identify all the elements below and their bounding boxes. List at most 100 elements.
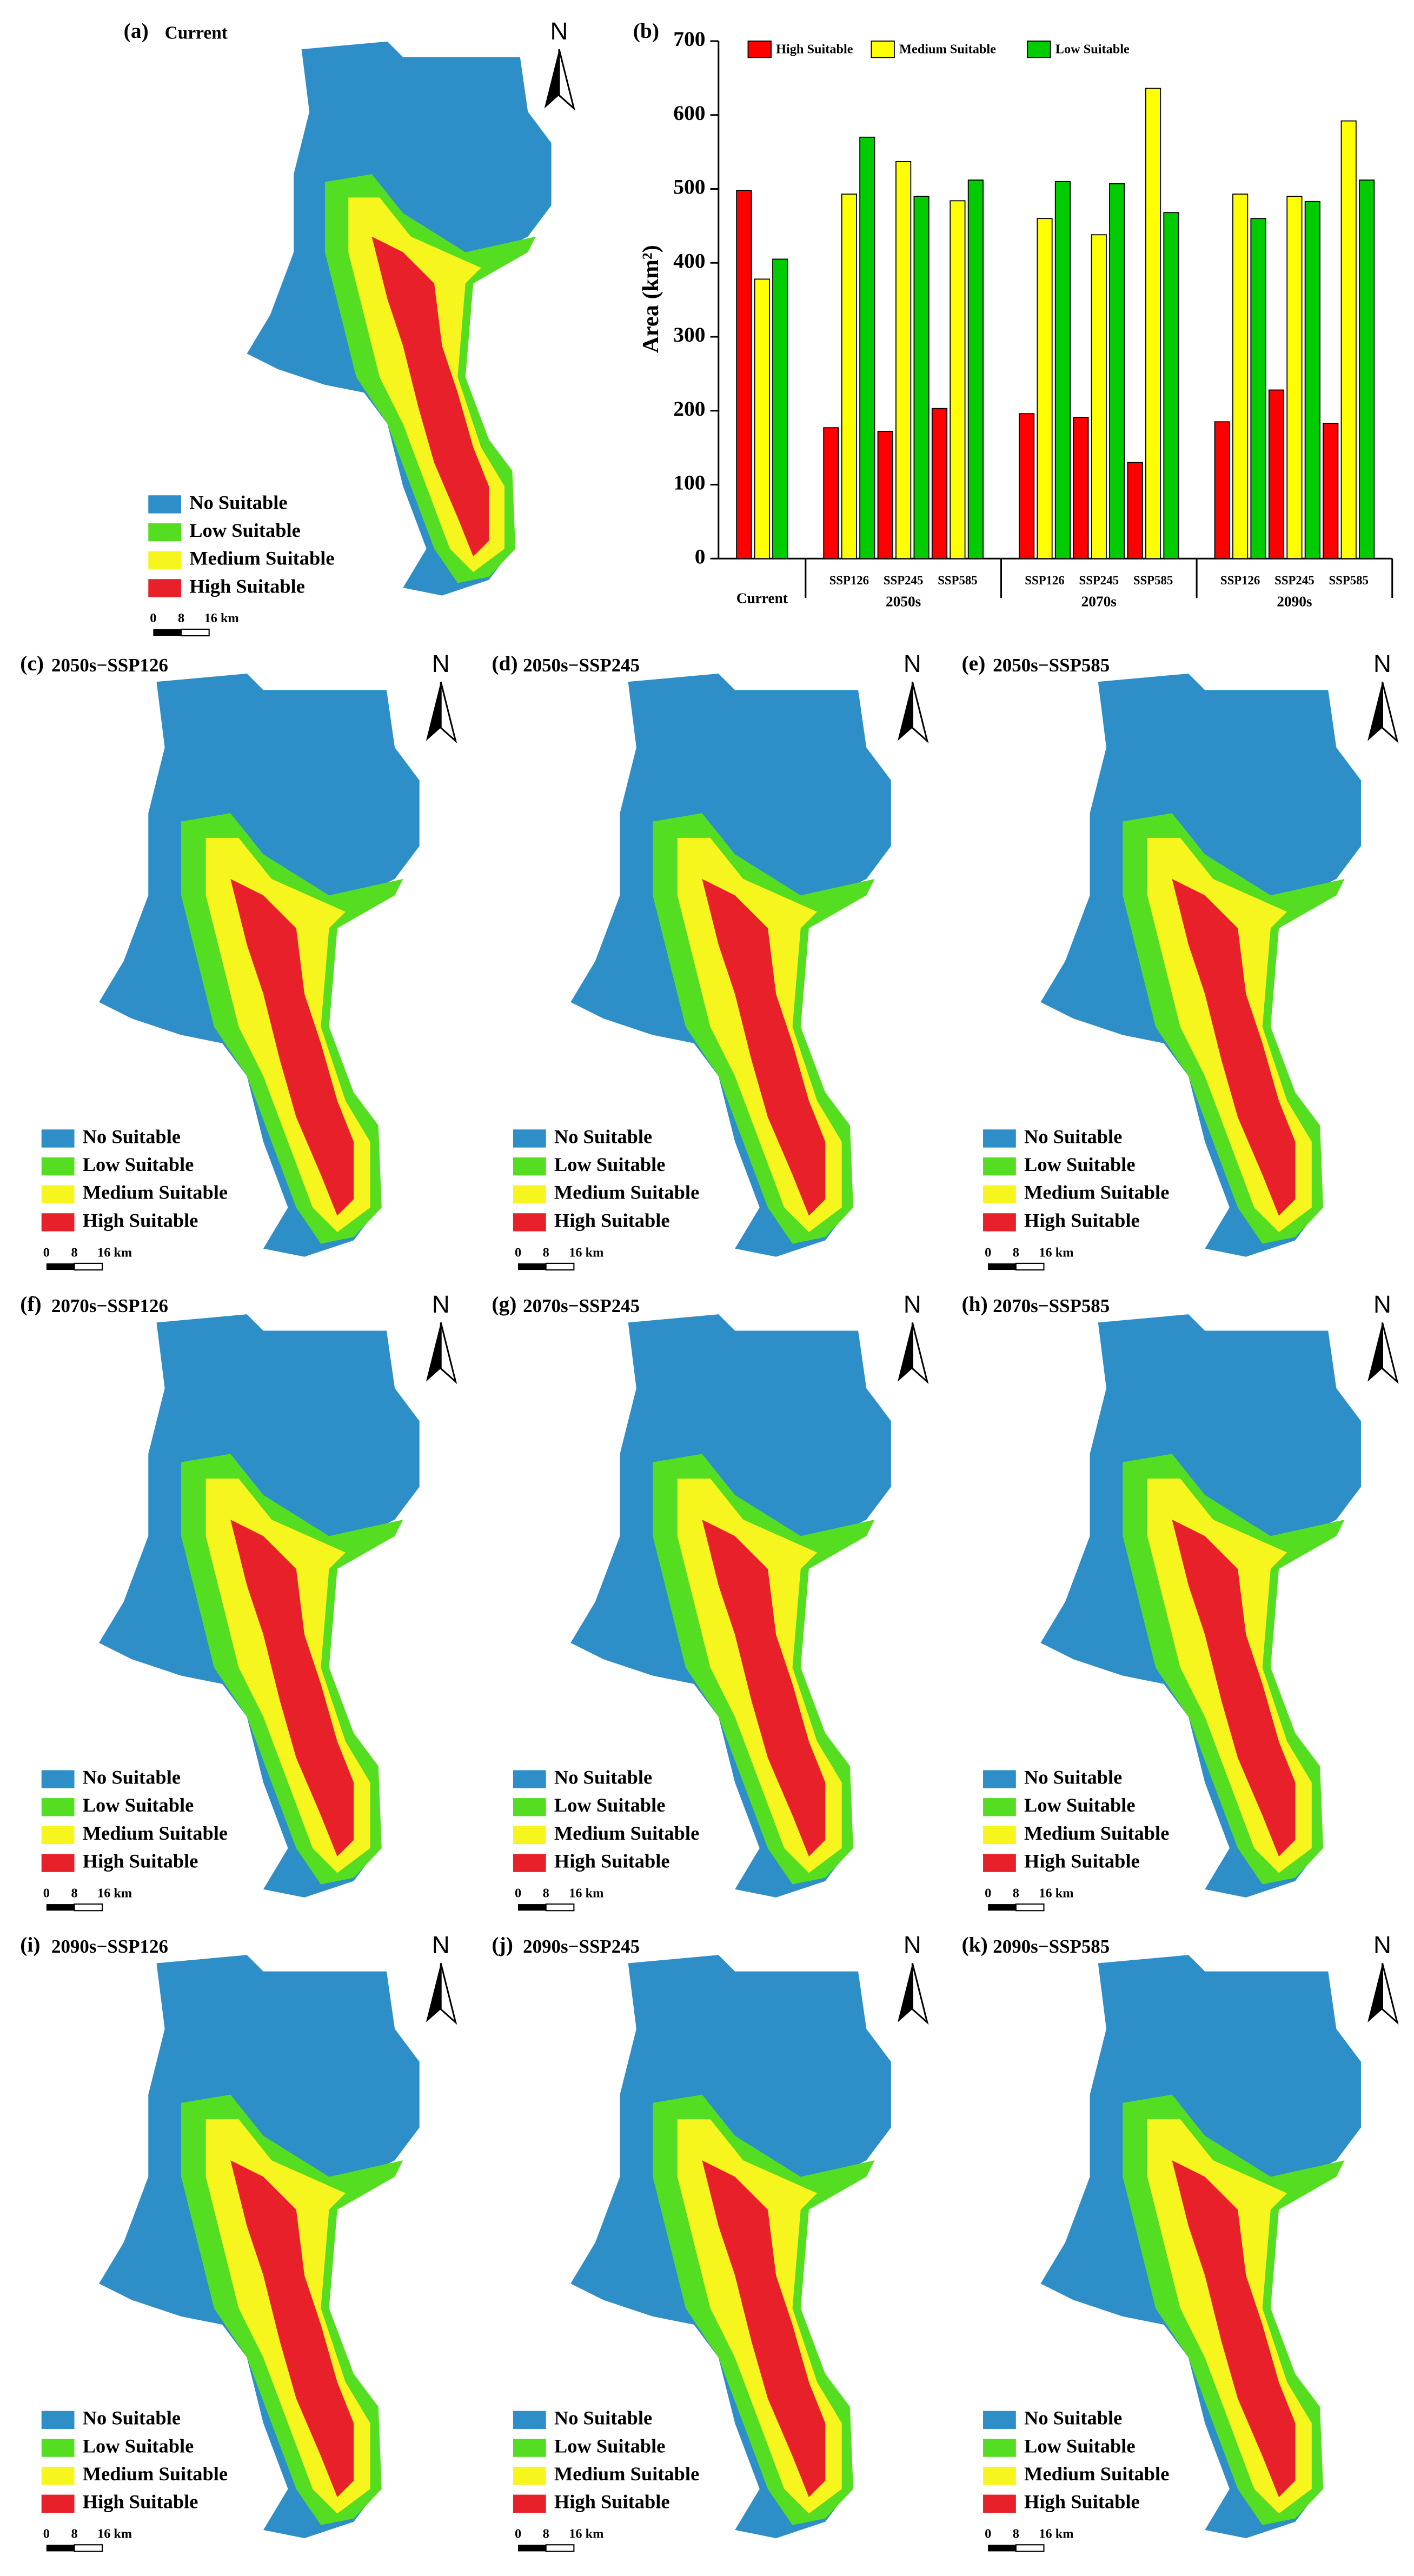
legend-swatch	[41, 1185, 75, 1203]
legend-swatch	[983, 1129, 1016, 1148]
x-tick-label: SSP126	[1025, 574, 1064, 587]
bar	[1286, 196, 1303, 560]
legend-label: Medium Suitable	[899, 42, 996, 56]
panel-label: (f)	[20, 1292, 41, 1316]
bar	[895, 161, 912, 560]
legend-label: No Suitable	[554, 1126, 652, 1147]
scale-label: 16 km	[1039, 1886, 1073, 1900]
legend-label: Low Suitable	[554, 1794, 666, 1816]
scale-label: 0	[43, 1886, 50, 1900]
legend-swatch	[1027, 41, 1051, 58]
scale-bar	[545, 1903, 575, 1912]
bar	[1073, 417, 1089, 560]
scale-label: 8	[1013, 1886, 1019, 1900]
north-label: N	[904, 1290, 921, 1318]
bar	[1323, 423, 1339, 560]
legend-swatch	[513, 2411, 546, 2429]
scale-bar	[74, 1903, 103, 1912]
legend-swatch	[513, 1854, 546, 1872]
legend-swatch	[513, 1798, 546, 1816]
legend-label: Medium Suitable	[83, 2463, 228, 2485]
legend-swatch	[41, 1770, 75, 1788]
legend-swatch	[41, 2466, 75, 2485]
bar	[1304, 201, 1320, 560]
legend-swatch	[148, 523, 182, 542]
scale-label: 8	[71, 1886, 77, 1900]
scale-bar	[988, 2545, 1016, 2552]
legend-swatch	[983, 1185, 1016, 1203]
legend-label: Medium Suitable	[189, 548, 334, 569]
north-label: N	[432, 650, 450, 677]
panel-label: (j)	[492, 1933, 513, 1956]
legend-swatch	[983, 1157, 1016, 1176]
north-arrow	[897, 1321, 928, 1383]
legend-label: Low Suitable	[554, 2435, 666, 2457]
y-tick-label: 700	[673, 27, 705, 51]
scale-label: 0	[985, 2527, 991, 2541]
scale-label: 16 km	[97, 2527, 132, 2541]
legend-label: Medium Suitable	[1024, 1822, 1169, 1844]
legend-label: Medium Suitable	[83, 1182, 228, 1203]
bar	[1109, 183, 1125, 560]
bar	[1018, 413, 1035, 560]
y-tick-label: 100	[673, 471, 705, 495]
y-axis-label: Area (km²)	[638, 245, 663, 353]
scale-label: 16 km	[1039, 2527, 1073, 2541]
x-tick-label: SSP585	[938, 574, 977, 587]
scale-label: 8	[1013, 1245, 1019, 1260]
panel-label: (h)	[962, 1292, 988, 1316]
legend-swatch	[513, 1129, 546, 1148]
scale-label: 16 km	[569, 1886, 603, 1900]
panel-label: (g)	[492, 1292, 516, 1316]
bar	[841, 194, 857, 560]
legend-label: Low Suitable	[1024, 1794, 1136, 1816]
legend-label: High Suitable	[83, 2491, 198, 2513]
panel-label: (c)	[20, 651, 44, 675]
north-label: N	[432, 1290, 450, 1318]
north-label: N	[904, 650, 921, 677]
scale-label: 8	[71, 2527, 77, 2541]
panel-title: 2090s−SSP245	[523, 1936, 640, 1957]
legend-label: No Suitable	[554, 2407, 652, 2429]
legend-swatch	[513, 2439, 546, 2457]
legend-swatch	[983, 2494, 1016, 2513]
legend-swatch	[983, 2466, 1016, 2485]
legend-label: High Suitable	[776, 42, 853, 56]
bar	[1054, 181, 1071, 560]
legend-label: Low Suitable	[1055, 42, 1130, 56]
north-arrow	[897, 1962, 928, 2023]
group-label: 2090s	[1277, 594, 1312, 610]
legend-label: Medium Suitable	[554, 2463, 699, 2485]
y-tick-label: 600	[673, 101, 705, 125]
bar	[772, 258, 788, 560]
scale-bar	[518, 2545, 546, 2552]
bar	[736, 190, 752, 560]
y-tick-label: 0	[695, 544, 706, 568]
scale-bar	[545, 2544, 575, 2552]
legend-label: High Suitable	[1024, 1850, 1140, 1872]
scale-label: 16 km	[569, 2527, 603, 2541]
legend-label: Low Suitable	[554, 1154, 666, 1175]
bar	[823, 427, 839, 560]
bar	[1091, 234, 1107, 560]
legend-swatch	[513, 1213, 546, 1232]
legend-label: Low Suitable	[1024, 2435, 1136, 2457]
scale-bar	[518, 1263, 546, 1270]
north-label: N	[1373, 1931, 1391, 1959]
legend-swatch	[983, 1798, 1016, 1816]
legend-label: High Suitable	[189, 575, 305, 597]
panel-label: (a)	[124, 19, 149, 43]
legend-swatch	[148, 495, 182, 514]
legend-swatch	[983, 1854, 1016, 1872]
legend-swatch	[41, 2411, 75, 2429]
legend-label: High Suitable	[83, 1850, 198, 1872]
panel-title: 2090s−SSP585	[993, 1936, 1110, 1957]
scale-bar	[1015, 1903, 1045, 1912]
x-tick-label: SSP245	[1274, 574, 1314, 587]
x-tick-label: SSP245	[1079, 574, 1119, 587]
bar	[1250, 218, 1266, 560]
north-label: N	[550, 17, 568, 45]
legend-swatch	[148, 551, 182, 569]
legend-label: No Suitable	[1024, 1767, 1122, 1788]
legend-swatch	[513, 2466, 546, 2485]
